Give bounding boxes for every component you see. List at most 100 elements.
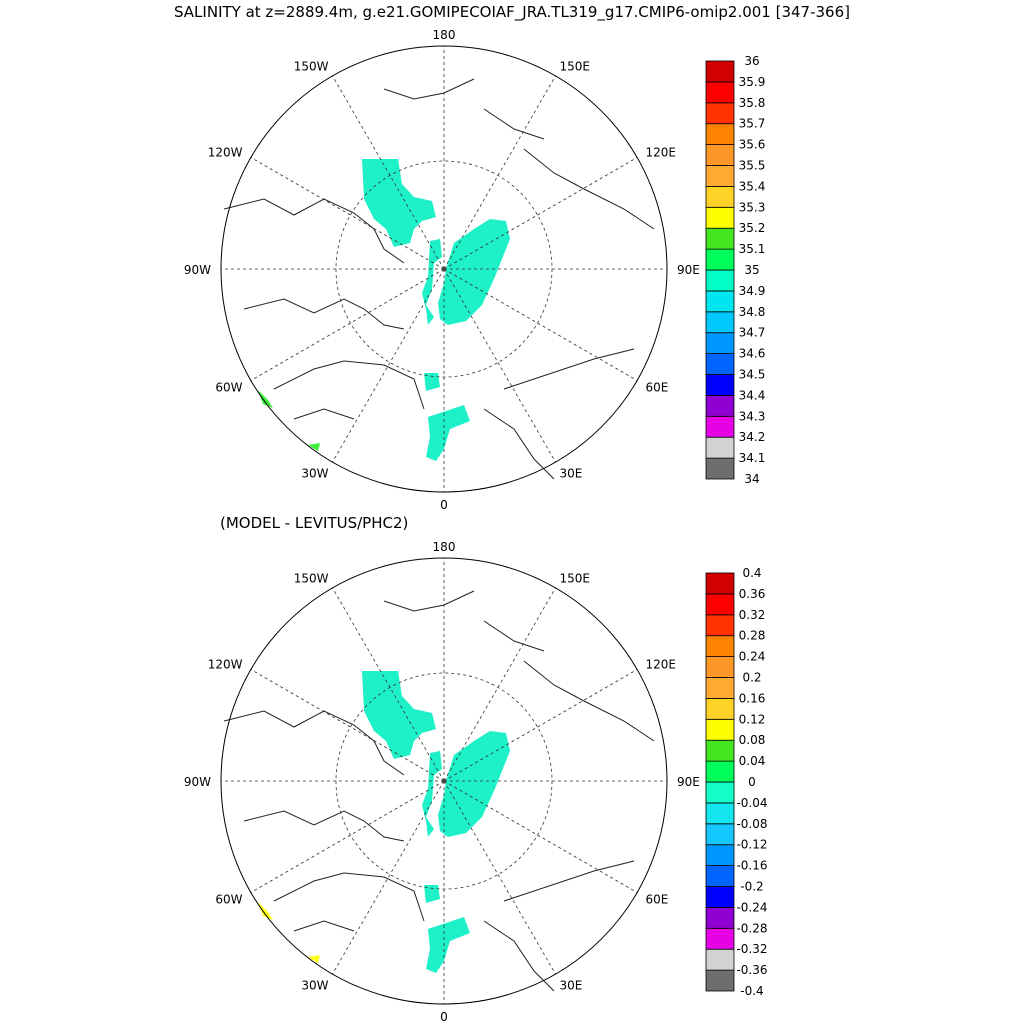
colorbar-swatch [705,572,735,595]
colorbar-swatch [705,290,735,313]
meridian-line [332,75,445,270]
field-patch [426,405,470,461]
longitude-label: 0 [440,1010,448,1024]
colorbar-tick-label: 0.08 [739,733,766,747]
colorbar-swatch [705,718,735,741]
colorbar-swatch [705,635,735,658]
meridian-line [443,268,638,381]
colorbar-tick-label: 0.16 [739,691,766,705]
field-patch [426,917,470,973]
colorbar-tick-label: 0.32 [739,608,766,622]
colorbar-tick-label: 35.4 [739,179,766,193]
meridian-line [332,780,445,975]
colorbar-swatch [705,802,735,825]
meridian-line [250,268,445,381]
colorbar-tick-label: -0.12 [736,838,767,852]
longitude-label: 180 [433,540,456,554]
colorbar-tick-label: 0.4 [742,566,761,580]
coastline-segment [383,590,475,612]
field-patch [438,219,510,325]
plot-subtitle: (MODEL - LEVITUS/PHC2) [220,514,409,532]
colorbar-tick-label: 34.6 [739,347,766,361]
coastline-segment [523,660,655,742]
longitude-label: 60W [215,381,242,395]
edge-patch [258,390,273,408]
colorbar-tick-label: -0.36 [736,963,767,977]
colorbar-tick-label: 0.12 [739,712,766,726]
colorbar-swatch [705,415,735,438]
colorbar-swatch [705,227,735,250]
colorbar-swatch [705,907,735,929]
colorbar-tick-label: 35.9 [739,75,766,89]
colorbar-tick-label: 0.2 [742,671,761,685]
longitude-label: 60W [215,893,242,907]
colorbar-swatch [705,886,735,908]
longitude-label: 150W [294,571,329,585]
edge-patch [308,443,320,451]
longitude-label: 120W [208,146,243,160]
colorbar-swatch [705,698,735,720]
coastline [223,78,655,480]
colorbar-tick-label: 35.7 [739,117,766,131]
longitude-label: 120W [208,658,243,672]
coastline-segment [503,348,635,390]
meridian-line [332,587,445,782]
colorbar-tick-label: -0.28 [736,921,767,935]
colorbar-tick-label: 0.36 [739,587,766,601]
coastline-segment [523,148,655,230]
colorbar-swatch [705,436,735,459]
salinity-panel: 180 150E 120E 90E 60E 30E 0 30W 60W 90W 120W 150W 34… [184,28,766,512]
plot-title: SALINITY at z=2889.4m, g.e21.GOMIPECOIAF… [174,3,850,21]
colorbar-swatch [705,739,735,762]
longitude-label: 60E [646,381,669,395]
longitude-label: 60E [646,893,669,907]
coastline-segment [273,872,425,922]
salinity-colorbar: 34 34.1 34.2 34.3 34.4 34.5 34.6 34.7 34.8 34.9 35… [705,54,766,486]
coastline-segment [483,920,555,992]
colorbar-swatch [705,969,735,992]
colorbar-tick-label: 35 [744,263,759,277]
colorbar-tick-label: 34.2 [739,430,766,444]
difference-colorbar: -0.4 -0.36 -0.32 -0.28 -0.24 -0.2 -0.16 -0.12 -0… [705,566,768,998]
colorbar-tick-label: -0.04 [736,796,767,810]
colorbar-tick-label: -0.08 [736,817,767,831]
colorbar-swatch [705,102,735,125]
meridian-line [443,669,638,782]
colorbar-swatch [705,353,735,375]
longitude-label: 150E [560,59,591,73]
colorbar-tick-label: -0.24 [736,900,767,914]
coastline-segment [223,198,405,264]
map-boundary [220,557,668,1005]
meridian-line [250,157,445,270]
coastline-segment [243,298,405,330]
field-patch [362,671,436,759]
colorbar-tick-label: 0.04 [739,754,766,768]
colorbar-swatch [705,760,735,783]
longitude-label: 150E [560,571,591,585]
colorbar-tick-label: -0.32 [736,942,767,956]
edge-patch [308,955,320,963]
colorbar-swatch [705,311,735,334]
colorbar-tick-label: 35.3 [739,200,766,214]
field-patch [422,239,442,325]
field-patch [424,885,440,903]
colorbar-tick-label: 34.5 [739,368,766,382]
colorbar-tick-label: 34.8 [739,305,766,319]
meridian-line [443,780,556,975]
colorbar-tick-label: -0.2 [740,880,763,894]
colorbar-tick-label: 0.28 [739,629,766,643]
longitude-label: 30E [560,979,583,993]
longitude-label: 90W [184,263,211,277]
colorbar-swatch [705,123,735,145]
colorbar-tick-label: 34.7 [739,326,766,340]
meridian-line [332,268,445,463]
colorbar-swatch [705,927,735,950]
coastline-segment [503,860,635,902]
colorbar-swatch [705,248,735,271]
coastline-segment [293,920,355,932]
meridian-line [443,780,638,893]
meridian-line [443,157,638,270]
longitude-label: 90E [677,263,700,277]
longitude-label: 150W [294,59,329,73]
